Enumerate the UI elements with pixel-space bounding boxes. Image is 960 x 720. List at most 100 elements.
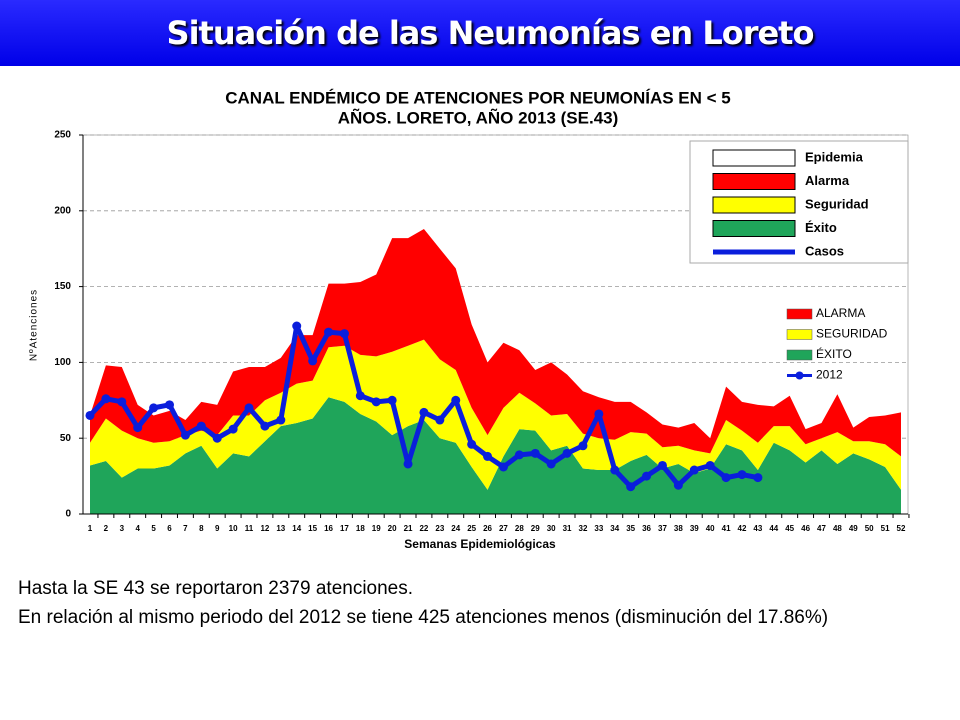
x-tick-label: 26 (483, 524, 492, 533)
x-tick-label: 23 (435, 524, 444, 533)
marker (308, 356, 318, 366)
x-tick-label: 8 (199, 524, 204, 533)
area (90, 228, 901, 457)
marker (721, 473, 731, 483)
legend-swatch (786, 308, 813, 320)
legend-label: Epidemia (805, 149, 864, 164)
x-tick-label: 41 (722, 524, 731, 533)
legend-label: Alarma (805, 173, 850, 188)
x-tick-label: 36 (642, 524, 651, 533)
marker (244, 403, 254, 413)
marker (626, 482, 636, 492)
marker (451, 395, 461, 405)
y-tick-label: 50 (60, 433, 72, 444)
x-tick-label: 9 (215, 524, 220, 533)
x-tick-label: 50 (865, 524, 874, 533)
marker (435, 415, 445, 425)
x-tick-label: 28 (515, 524, 524, 533)
y-axis-label: NºAtenciones (29, 289, 40, 361)
x-tick-label: 47 (817, 524, 826, 533)
x-tick-label: 35 (626, 524, 635, 533)
legend-swatch (712, 173, 796, 190)
legend-label: Casos (805, 243, 844, 258)
body-text: Hasta la SE 43 se reportaron 2379 atenci… (18, 574, 938, 632)
legend-label: ALARMA (816, 306, 865, 320)
x-tick-label: 3 (120, 524, 125, 533)
marker (483, 451, 493, 461)
marker (228, 424, 238, 434)
marker (324, 327, 334, 337)
x-tick-label: 17 (340, 524, 349, 533)
chart-title: CANAL ENDÉMICO DE ATENCIONES POR NEUMONÍ… (225, 88, 731, 107)
marker (546, 459, 556, 469)
x-tick-label: 32 (579, 524, 588, 533)
marker (133, 423, 143, 433)
x-tick-label: 13 (276, 524, 285, 533)
marker (292, 321, 302, 331)
legend-swatch (712, 149, 796, 167)
y-tick-label: 250 (54, 130, 71, 141)
marker (387, 395, 397, 405)
x-tick-label: 52 (897, 524, 906, 533)
legend-label: Éxito (805, 220, 837, 235)
x-tick-label: 5 (151, 524, 156, 533)
marker (196, 421, 206, 431)
legend-label: 2012 (816, 368, 843, 382)
x-tick-label: 10 (229, 524, 238, 533)
paragraph: En relación al mismo periodo del 2012 se… (18, 607, 829, 628)
marker (355, 391, 365, 401)
x-tick-label: 22 (419, 524, 428, 533)
marker (260, 421, 270, 431)
marker (371, 397, 381, 407)
x-tick-label: 43 (753, 524, 762, 533)
marker (403, 459, 413, 469)
x-tick-label: 45 (785, 524, 794, 533)
marker (101, 394, 111, 404)
marker (705, 460, 715, 470)
marker (165, 400, 175, 410)
marker (467, 439, 477, 449)
x-tick-label: 15 (308, 524, 317, 533)
marker (562, 448, 572, 458)
marker (514, 450, 524, 460)
marker (212, 433, 222, 443)
x-tick-label: 7 (183, 524, 188, 533)
marker (180, 430, 190, 440)
marker (737, 470, 747, 480)
x-tick-label: 31 (563, 524, 572, 533)
marker (276, 415, 286, 425)
marker (530, 448, 540, 458)
marker (498, 462, 508, 472)
marker (610, 465, 620, 475)
x-tick-label: 12 (260, 524, 269, 533)
legend-label: Seguridad (805, 196, 869, 211)
x-tick-label: 42 (738, 524, 747, 533)
x-tick-label: 40 (706, 524, 715, 533)
x-tick-label: 34 (610, 524, 619, 533)
legend-marker (795, 371, 804, 380)
x-tick-label: 29 (531, 524, 540, 533)
x-axis-label: Semanas Epidemiológicas (404, 537, 556, 551)
y-tick-label: 150 (54, 281, 71, 292)
legend-swatch (712, 196, 796, 214)
x-tick-label: 48 (833, 524, 842, 533)
x-tick-label: 44 (769, 524, 778, 533)
x-tick-label: 46 (801, 524, 810, 533)
marker (689, 465, 699, 475)
x-tick-label: 39 (690, 524, 699, 533)
chart-title: AÑOS. LORETO, AÑO 2013 (SE.43) (338, 107, 619, 127)
x-tick-label: 16 (324, 524, 333, 533)
x-tick-label: 33 (594, 524, 603, 533)
x-tick-label: 38 (674, 524, 683, 533)
legend-swatch (786, 329, 813, 340)
legend-swatch (712, 220, 796, 237)
x-tick-label: 14 (292, 524, 301, 533)
marker (339, 329, 349, 339)
x-tick-label: 11 (245, 524, 254, 533)
legend-swatch (786, 349, 813, 361)
x-tick-label: 25 (467, 524, 476, 533)
x-tick-label: 20 (388, 524, 397, 533)
slide-title: Situación de las Neumonías en Loreto (166, 14, 815, 52)
chart: CANAL ENDÉMICO DE ATENCIONES POR NEUMONÍ… (29, 88, 910, 551)
